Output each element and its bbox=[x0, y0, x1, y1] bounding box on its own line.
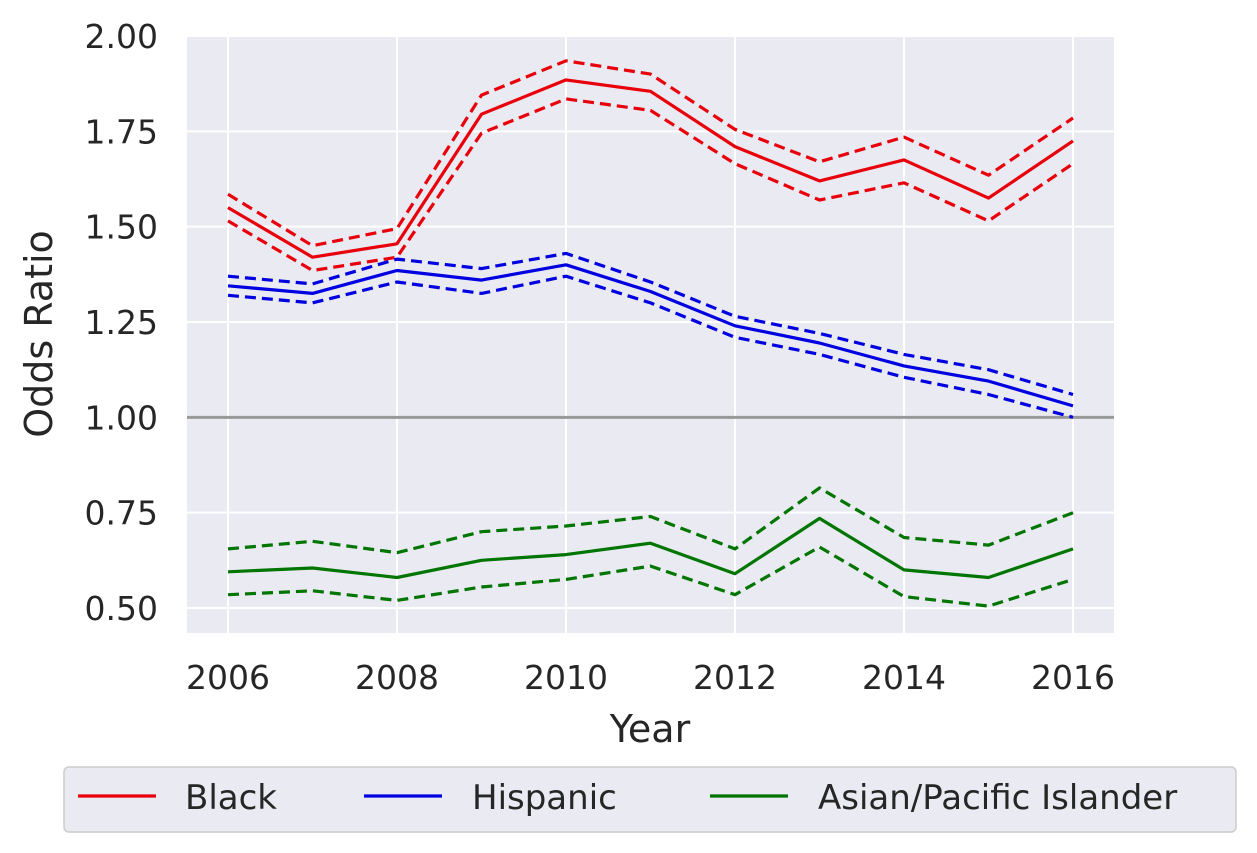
legend-item: Asian/Pacific Islander bbox=[710, 778, 1177, 818]
x-axis-title: Year bbox=[609, 707, 691, 751]
y-tick-labels: 0.50 0.75 1.00 1.25 1.50 1.75 2.00 bbox=[85, 17, 158, 628]
series-lower-bound-line bbox=[227, 97, 1074, 273]
series-line bbox=[227, 516, 1074, 580]
legend-label: Hispanic bbox=[472, 778, 617, 818]
series-upper-bound-line bbox=[227, 251, 1074, 397]
series-0 bbox=[227, 59, 1074, 273]
plot-background bbox=[187, 35, 1114, 633]
series-line bbox=[227, 78, 1074, 259]
legend: Black Hispanic Asian/Pacific Islander bbox=[63, 766, 1237, 833]
legend-item: Hispanic bbox=[364, 778, 617, 818]
legend-label: Asian/Pacific Islander bbox=[818, 778, 1177, 818]
legend-item: Black bbox=[78, 778, 277, 818]
y-tick-label: 1.00 bbox=[85, 398, 158, 437]
x-tick-label: 2010 bbox=[524, 658, 608, 697]
legend-items: Black Hispanic Asian/Pacific Islander bbox=[78, 778, 1177, 818]
x-tick-label: 2014 bbox=[862, 658, 946, 697]
series-upper-bound-line bbox=[227, 59, 1074, 248]
y-tick-label: 2.00 bbox=[85, 17, 158, 56]
x-tick-label: 2016 bbox=[1031, 658, 1115, 697]
legend-label: Black bbox=[185, 778, 277, 818]
series-lower-bound-line bbox=[227, 545, 1074, 608]
y-tick-label: 1.25 bbox=[85, 303, 158, 342]
x-tick-label: 2006 bbox=[186, 658, 270, 697]
series-upper-bound-line bbox=[227, 486, 1074, 555]
y-tick-label: 1.50 bbox=[85, 208, 158, 247]
legend-frame bbox=[63, 766, 1237, 833]
series-1 bbox=[227, 251, 1074, 419]
series-group bbox=[227, 59, 1074, 608]
y-tick-label: 0.50 bbox=[85, 589, 158, 628]
y-axis-title: Odds Ratio bbox=[17, 230, 61, 438]
x-tick-label: 2012 bbox=[693, 658, 777, 697]
y-tick-label: 1.75 bbox=[85, 112, 158, 151]
x-tick-label: 2008 bbox=[355, 658, 439, 697]
series-lower-bound-line bbox=[227, 274, 1074, 419]
series-2 bbox=[227, 486, 1074, 608]
series-line bbox=[227, 263, 1074, 408]
y-tick-label: 0.75 bbox=[85, 494, 158, 533]
x-tick-labels: 2006 2008 2010 2012 2014 2016 bbox=[186, 658, 1115, 697]
